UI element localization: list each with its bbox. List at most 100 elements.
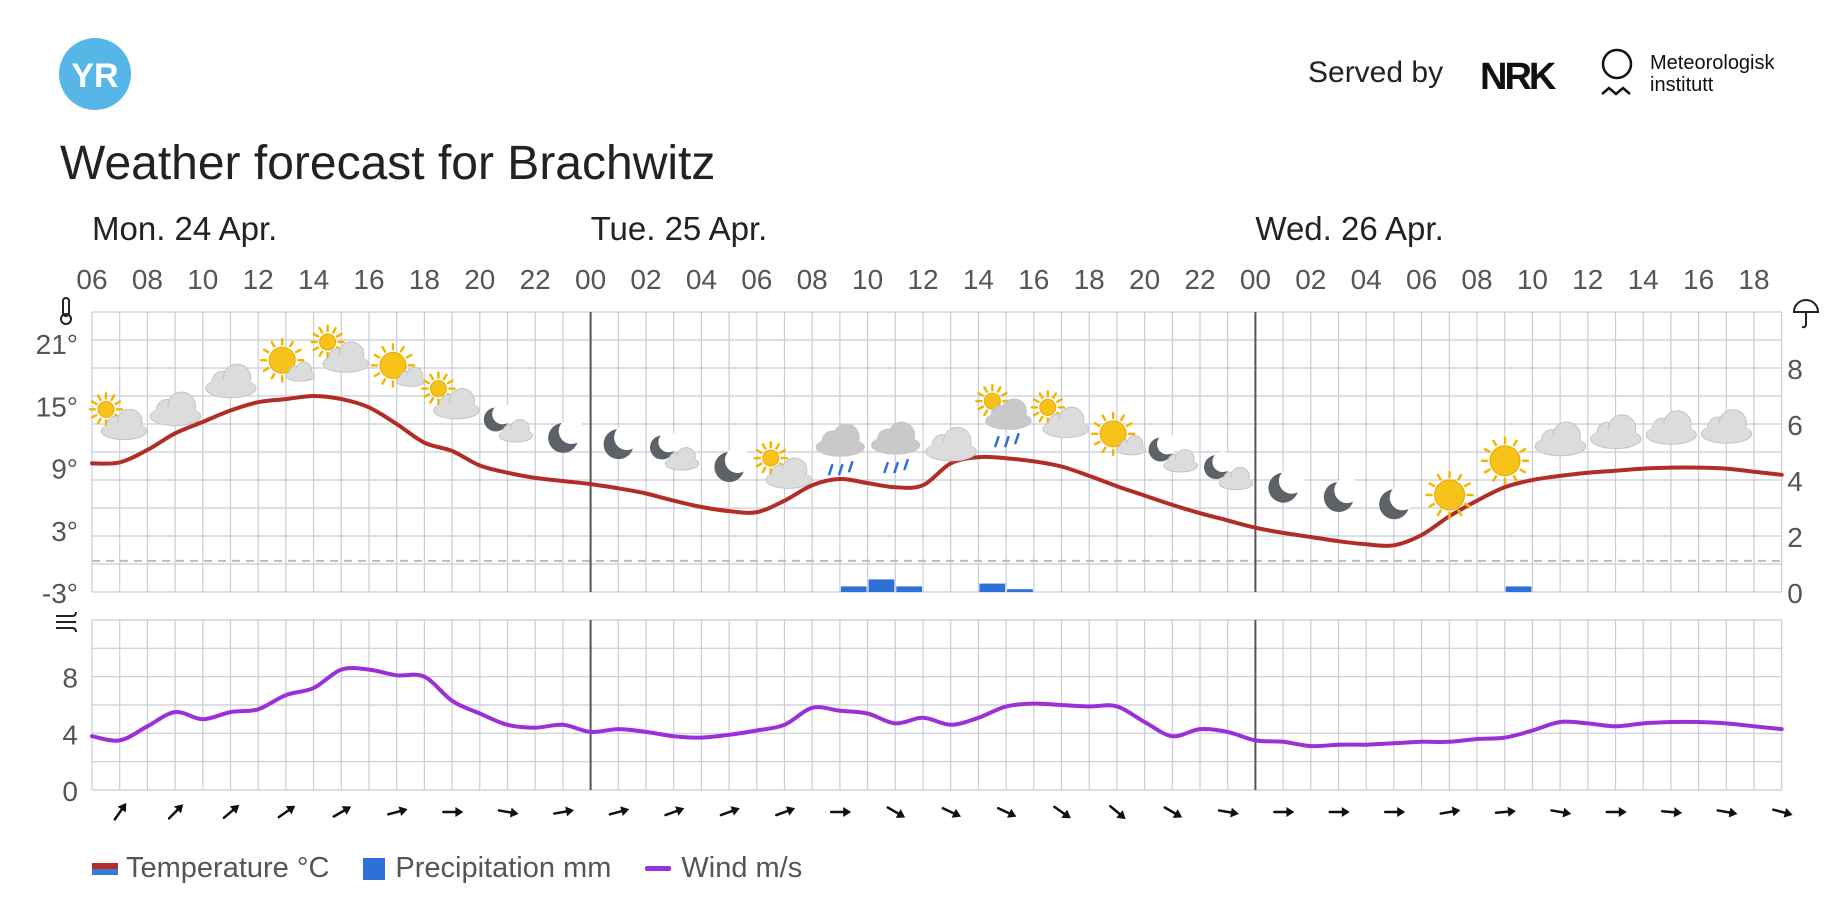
served-by-label: Served by bbox=[1308, 56, 1444, 89]
temperature-axis-tick: 3° bbox=[51, 516, 78, 547]
hour-tick-label: 02 bbox=[630, 264, 661, 295]
hour-tick-label: 20 bbox=[1129, 264, 1160, 295]
hour-tick-label: 10 bbox=[852, 264, 883, 295]
partly-cloudy-day-icon bbox=[310, 324, 369, 373]
umbrella-icon bbox=[1792, 299, 1820, 329]
hour-tick-label: 12 bbox=[1572, 264, 1603, 295]
page-title: Weather forecast for Brachwitz bbox=[60, 137, 716, 190]
wind-arrow-icon bbox=[1772, 807, 1793, 818]
legend-temperature[interactable]: Temperature °C bbox=[92, 852, 329, 885]
light-rain-icon bbox=[871, 421, 921, 474]
hour-tick-label: 16 bbox=[1683, 264, 1714, 295]
yr-logo-text: YR bbox=[71, 57, 118, 95]
cloudy-icon bbox=[1645, 410, 1697, 445]
wind-arrow-icon bbox=[1660, 807, 1683, 818]
met-institute-logo-icon bbox=[1601, 48, 1633, 96]
wind-arrow-icon bbox=[1163, 806, 1183, 818]
partly-cloudy-day-icon bbox=[753, 440, 813, 489]
precipitation-axis-tick: 8 bbox=[1787, 354, 1803, 385]
wind-arrow-icon bbox=[277, 805, 296, 819]
wind-arrow-icon bbox=[553, 806, 575, 817]
met-logo-line1: Meteorologisk bbox=[1650, 52, 1775, 74]
hour-tick-label: 18 bbox=[1074, 264, 1105, 295]
precipitation-axis-tick: 4 bbox=[1787, 466, 1803, 497]
hour-tick-label: 08 bbox=[132, 264, 163, 295]
hour-tick-label: 22 bbox=[1184, 264, 1215, 295]
clear-night-icon bbox=[714, 447, 751, 482]
legend-temperature-label: Temperature °C bbox=[126, 852, 330, 884]
met-institute-logo[interactable]: Meteorologisk institutt bbox=[1650, 52, 1775, 96]
hour-tick-label: 00 bbox=[575, 264, 606, 295]
temperature-axis-tick: 9° bbox=[51, 454, 78, 485]
legend-precipitation[interactable]: Precipitation mm bbox=[363, 852, 611, 885]
met-logo-line2: institutt bbox=[1650, 74, 1714, 96]
wind-arrow-icon bbox=[442, 807, 464, 817]
wind-arrow-icon bbox=[608, 806, 630, 817]
wind-arrow-icon bbox=[1217, 807, 1239, 818]
hour-tick-label: 14 bbox=[1628, 264, 1659, 295]
cloudy-icon bbox=[1534, 421, 1587, 457]
precipitation-axis-tick: 6 bbox=[1787, 410, 1803, 441]
wind-icon bbox=[56, 611, 77, 633]
wind-arrow-icon bbox=[996, 806, 1017, 818]
precipitation-bar bbox=[979, 583, 1006, 592]
rain-showers-day-icon bbox=[975, 383, 1032, 448]
cloudy-icon bbox=[925, 426, 977, 462]
wind-axis-tick: 0 bbox=[62, 776, 78, 807]
wind-arrow-icon bbox=[1109, 804, 1126, 820]
legend-wind-label: Wind m/s bbox=[681, 852, 803, 884]
cloudy-icon bbox=[149, 391, 202, 427]
wind-arrow-icon bbox=[387, 806, 408, 817]
clear-sky-day-icon bbox=[1425, 470, 1474, 520]
day-label: Tue. 25 Apr. bbox=[591, 210, 768, 247]
hour-tick-label: 10 bbox=[187, 264, 218, 295]
temperature-axis-tick: 21° bbox=[36, 329, 78, 360]
wind-arrow-icon bbox=[167, 804, 184, 820]
temperature-swatch bbox=[92, 862, 118, 875]
legend-precipitation-label: Precipitation mm bbox=[395, 852, 612, 884]
partly-cloudy-night-icon bbox=[483, 403, 534, 443]
wind-arrow-icon bbox=[1439, 806, 1461, 817]
wind-axis-tick: 8 bbox=[62, 663, 78, 694]
thermometer-icon bbox=[60, 297, 72, 325]
clear-night-icon bbox=[603, 424, 640, 460]
hour-tick-label: 12 bbox=[907, 264, 938, 295]
precipitation-bar bbox=[1007, 589, 1033, 592]
nrk-logo[interactable]: NRK bbox=[1480, 56, 1556, 98]
hour-tick-label: 08 bbox=[797, 264, 828, 295]
clear-night-icon bbox=[1268, 468, 1305, 503]
yr-logo-circle bbox=[59, 38, 131, 110]
fair-day-icon bbox=[370, 343, 426, 388]
wind-arrow-icon bbox=[775, 806, 796, 817]
wind-arrow-icon bbox=[1494, 806, 1516, 817]
wind-arrow-icon bbox=[1605, 807, 1627, 817]
hour-tick-label: 16 bbox=[1018, 264, 1049, 295]
hour-tick-label: 04 bbox=[1351, 264, 1382, 295]
temperature-line bbox=[90, 394, 1784, 548]
hour-tick-label: 08 bbox=[1461, 264, 1492, 295]
wind-arrow-icon bbox=[829, 807, 852, 817]
wind-arrow-icon bbox=[332, 806, 352, 818]
hour-tick-label: 22 bbox=[520, 264, 551, 295]
light-rain-icon bbox=[815, 423, 865, 476]
wind-line bbox=[90, 665, 1784, 749]
wind-axis-tick: 4 bbox=[62, 719, 78, 750]
fair-day-icon bbox=[259, 337, 316, 383]
hour-tick-label: 16 bbox=[353, 264, 384, 295]
hour-tick-label: 12 bbox=[243, 264, 274, 295]
hour-tick-label: 18 bbox=[1738, 264, 1769, 295]
wind-arrow-icon bbox=[886, 806, 906, 818]
wind-arrow-icon bbox=[497, 807, 519, 818]
precipitation-swatch bbox=[363, 857, 386, 880]
yr-logo[interactable]: YR bbox=[0, 0, 160, 120]
partly-cloudy-night-icon bbox=[650, 431, 700, 471]
hour-tick-label: 00 bbox=[1240, 264, 1271, 295]
chart-legend: Temperature °C Precipitation mm Wind m/s bbox=[92, 852, 836, 885]
day-label: Mon. 24 Apr. bbox=[92, 210, 277, 247]
wind-arrow-icon bbox=[941, 806, 961, 818]
wind-arrow-icon bbox=[1053, 805, 1071, 819]
day-label: Wed. 26 Apr. bbox=[1255, 210, 1443, 247]
temperature-axis-tick: 15° bbox=[36, 391, 78, 422]
legend-wind[interactable]: Wind m/s bbox=[645, 852, 802, 885]
partly-cloudy-night-icon bbox=[1148, 433, 1198, 473]
